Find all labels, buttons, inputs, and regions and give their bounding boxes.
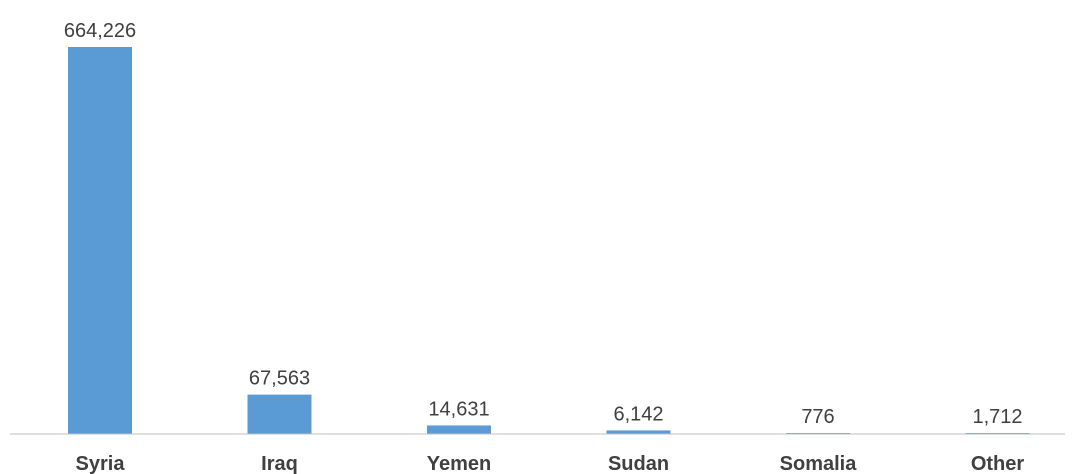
category-label-somalia: Somalia xyxy=(780,453,858,474)
bar-sudan xyxy=(606,430,671,434)
category-label-yemen: Yemen xyxy=(427,453,491,474)
value-label-somalia: 776 xyxy=(801,406,834,428)
category-label-sudan: Sudan xyxy=(608,453,669,474)
value-label-iraq: 67,563 xyxy=(249,368,310,390)
value-label-syria: 664,226 xyxy=(64,20,136,42)
category-label-iraq: Iraq xyxy=(261,453,298,474)
value-label-other: 1,712 xyxy=(972,406,1022,428)
bar-iraq xyxy=(247,394,312,434)
bar-syria xyxy=(68,47,132,434)
category-label-syria: Syria xyxy=(76,453,126,474)
value-labels-group: 664,226 67,563 14,631 6,142 776 1,712 xyxy=(64,20,1023,428)
bars-group xyxy=(68,47,1030,434)
value-label-yemen: 14,631 xyxy=(428,398,489,420)
bar-yemen xyxy=(427,425,491,434)
value-label-sudan: 6,142 xyxy=(613,403,663,425)
category-labels-group: Syria Iraq Yemen Sudan Somalia Other xyxy=(76,453,1025,474)
category-label-other: Other xyxy=(971,453,1025,474)
